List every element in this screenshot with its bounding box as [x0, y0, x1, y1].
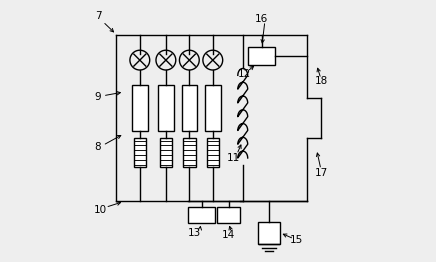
- Text: 13: 13: [187, 228, 201, 238]
- Bar: [133, 138, 146, 167]
- Bar: [259, 222, 280, 244]
- Text: 9: 9: [94, 92, 101, 102]
- Bar: [158, 85, 174, 131]
- Text: 12: 12: [238, 69, 251, 79]
- Text: 10: 10: [94, 205, 107, 215]
- Bar: [248, 47, 276, 64]
- Bar: [218, 206, 240, 223]
- Text: 17: 17: [314, 168, 327, 178]
- Bar: [181, 85, 197, 131]
- Bar: [205, 85, 221, 131]
- Text: 11: 11: [227, 153, 240, 163]
- Text: 8: 8: [94, 142, 101, 152]
- Text: 7: 7: [95, 11, 102, 21]
- Text: 14: 14: [222, 230, 235, 240]
- Bar: [160, 138, 172, 167]
- Bar: [183, 138, 196, 167]
- Bar: [207, 138, 219, 167]
- Bar: [188, 206, 215, 223]
- Bar: [132, 85, 148, 131]
- Text: 15: 15: [290, 235, 303, 245]
- Text: 18: 18: [314, 77, 327, 86]
- Text: 16: 16: [255, 14, 269, 24]
